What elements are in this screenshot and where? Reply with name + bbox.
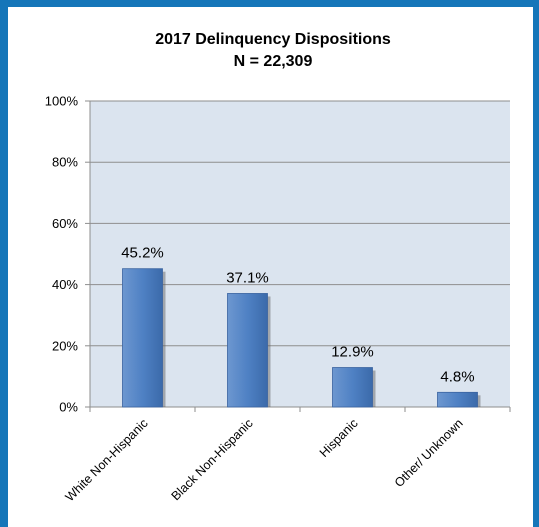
- plot-area: 0% 20% 40% 60% 80% 100% 45.2% White Non-Hispani…: [45, 94, 511, 504]
- y-tick-label: 20%: [52, 338, 78, 353]
- bar: [437, 391, 478, 408]
- y-tick-label: 100%: [45, 94, 79, 109]
- chart-subtitle: N = 22,309: [234, 53, 313, 70]
- y-tick-label: 40%: [52, 277, 78, 292]
- bar: [227, 293, 268, 408]
- data-label: 4.8%: [440, 368, 474, 385]
- chart-title: 2017 Delinquency Dispositions: [155, 31, 391, 48]
- y-tick-label: 0%: [59, 400, 78, 415]
- bar: [122, 268, 163, 408]
- data-label: 37.1%: [226, 269, 269, 286]
- y-tick-label: 80%: [52, 155, 78, 170]
- data-label: 12.9%: [331, 344, 374, 361]
- x-category-label: Hispanic: [317, 416, 361, 460]
- data-label: 45.2%: [121, 245, 164, 262]
- x-category-label: Other/ Unknown: [392, 416, 466, 490]
- x-category-label: White Non-Hispanic: [63, 416, 151, 504]
- bar: [332, 367, 373, 408]
- y-tick-label: 60%: [52, 216, 78, 231]
- x-category-label: Black Non-Hispanic: [169, 416, 256, 503]
